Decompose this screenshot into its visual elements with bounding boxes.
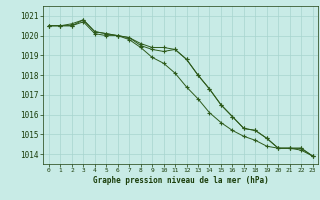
X-axis label: Graphe pression niveau de la mer (hPa): Graphe pression niveau de la mer (hPa) — [93, 176, 269, 185]
